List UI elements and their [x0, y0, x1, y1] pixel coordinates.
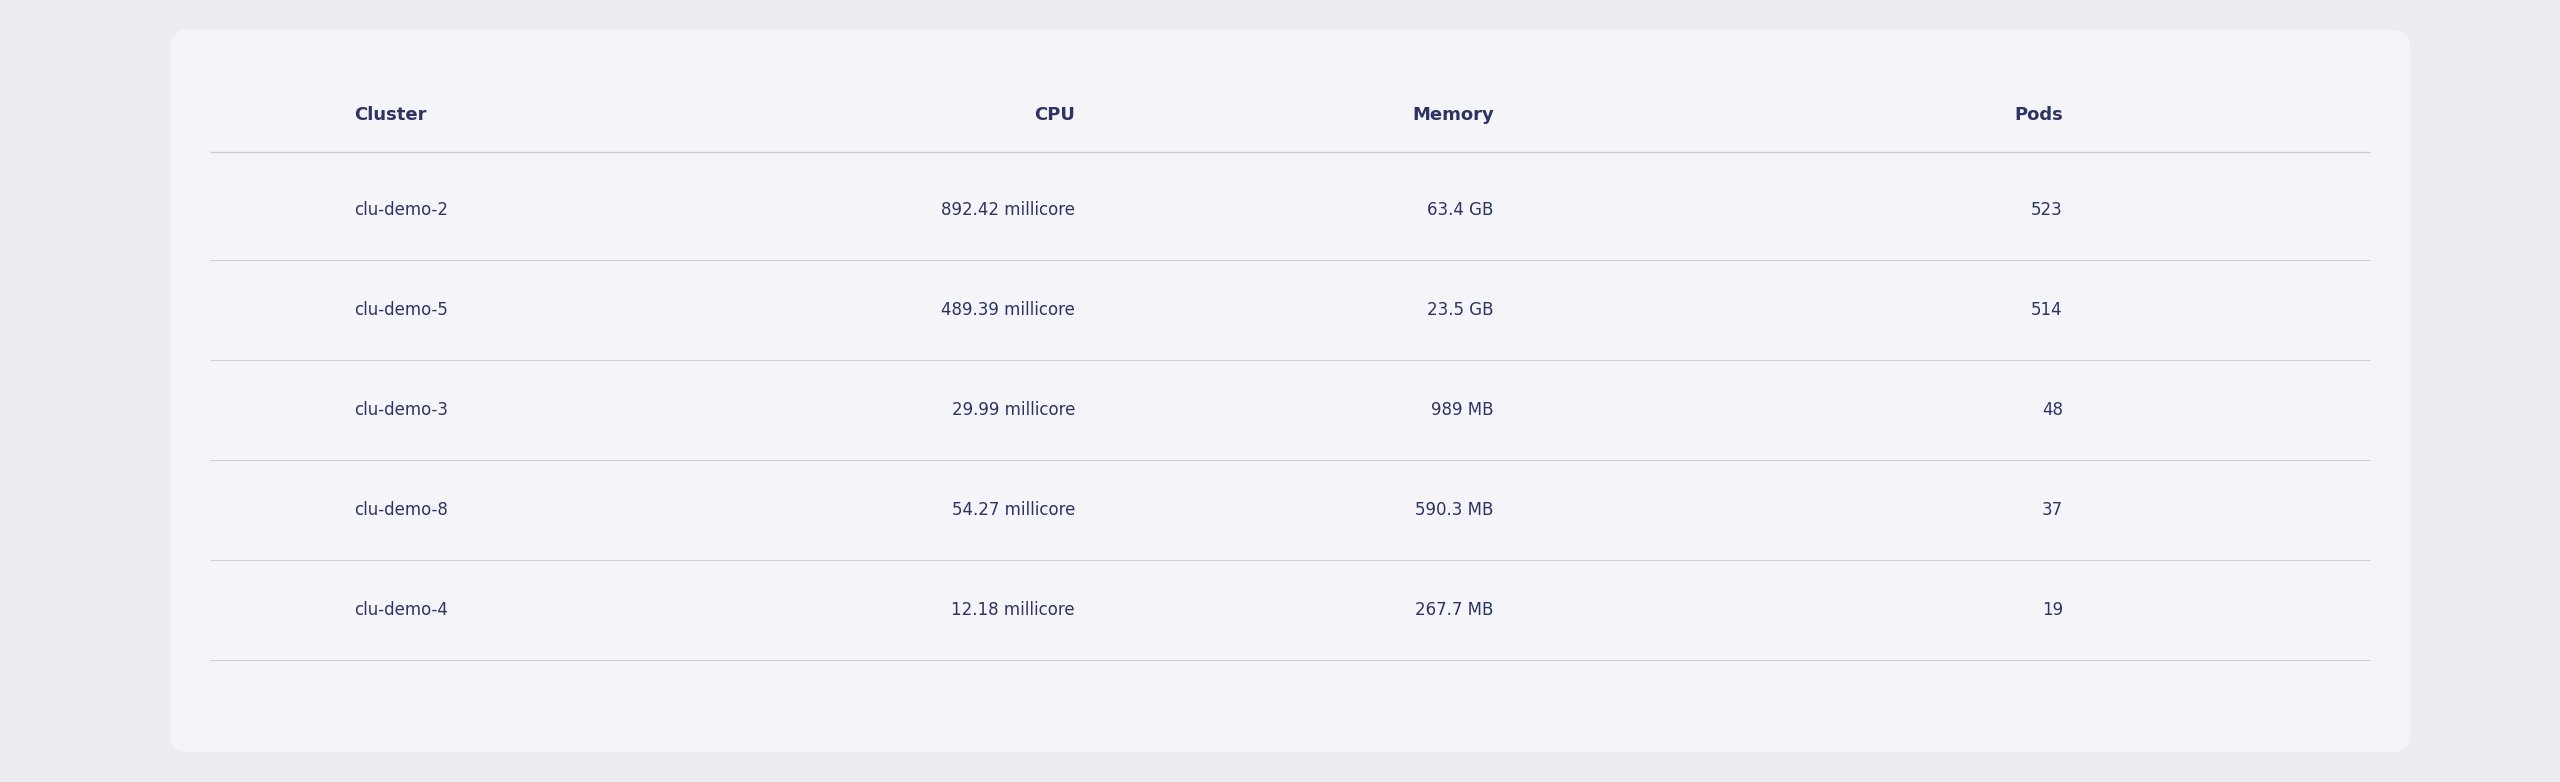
- Text: clu-demo-5: clu-demo-5: [353, 301, 448, 319]
- Text: 514: 514: [2030, 301, 2063, 319]
- Text: Pods: Pods: [2015, 106, 2063, 124]
- Text: clu-demo-4: clu-demo-4: [353, 601, 448, 619]
- Text: 19: 19: [2043, 601, 2063, 619]
- Text: 63.4 GB: 63.4 GB: [1428, 201, 1495, 219]
- Text: clu-demo-8: clu-demo-8: [353, 501, 448, 519]
- Text: Cluster: Cluster: [353, 106, 425, 124]
- FancyBboxPatch shape: [169, 30, 2409, 752]
- Text: 523: 523: [2030, 201, 2063, 219]
- Text: 37: 37: [2043, 501, 2063, 519]
- Text: 989 MB: 989 MB: [1431, 401, 1495, 419]
- Text: 892.42 millicore: 892.42 millicore: [942, 201, 1075, 219]
- Text: clu-demo-3: clu-demo-3: [353, 401, 448, 419]
- Text: Memory: Memory: [1413, 106, 1495, 124]
- Text: 12.18 millicore: 12.18 millicore: [952, 601, 1075, 619]
- Text: 23.5 GB: 23.5 GB: [1428, 301, 1495, 319]
- Text: 267.7 MB: 267.7 MB: [1416, 601, 1495, 619]
- Text: clu-demo-2: clu-demo-2: [353, 201, 448, 219]
- Text: 590.3 MB: 590.3 MB: [1416, 501, 1495, 519]
- Text: 48: 48: [2043, 401, 2063, 419]
- Text: 29.99 millicore: 29.99 millicore: [952, 401, 1075, 419]
- Text: 54.27 millicore: 54.27 millicore: [952, 501, 1075, 519]
- Text: 489.39 millicore: 489.39 millicore: [942, 301, 1075, 319]
- Text: CPU: CPU: [1034, 106, 1075, 124]
